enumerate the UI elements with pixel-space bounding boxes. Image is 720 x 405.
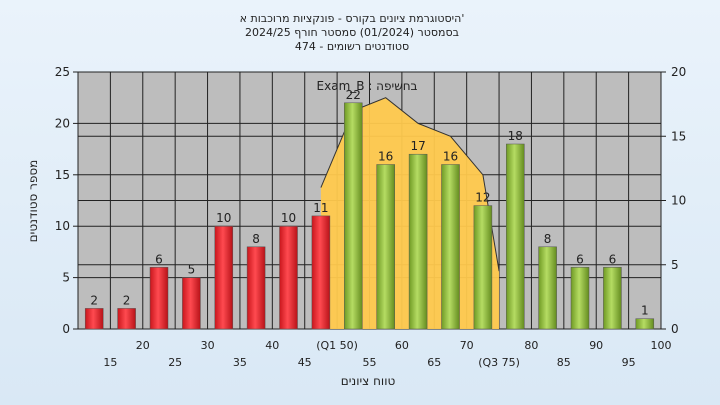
bar-value-label-75: 12: [475, 191, 490, 205]
bar-value-label-25: 6: [155, 252, 163, 266]
y2-tick-label: 5: [671, 258, 679, 272]
bar-value-label-80: 18: [508, 129, 523, 143]
x-tick-label: 40: [265, 339, 279, 352]
x-tick-label: 35: [233, 356, 247, 369]
bar-80: [506, 143, 525, 330]
bar-value-label-55: 22: [346, 88, 361, 102]
x-tick-label: 55: [363, 356, 377, 369]
x-tick-label: 45: [298, 356, 312, 369]
bar-50: [311, 215, 331, 330]
bar-60: [376, 164, 395, 330]
y-tick-label: 15: [55, 168, 70, 182]
bar-value-label-95: 6: [609, 252, 617, 266]
bar-value-label-45: 10: [281, 211, 296, 225]
x-tick-label: 30: [201, 339, 215, 352]
y2-tick-label: 15: [671, 129, 686, 143]
y2-tick-label: 0: [671, 322, 679, 336]
bar-value-label-70: 16: [443, 150, 458, 164]
y-tick-label: 5: [62, 271, 70, 285]
bar-value-label-60: 16: [378, 150, 393, 164]
x-tick-label: 65: [427, 356, 441, 369]
x-tick-label: (Q3 75): [478, 356, 520, 369]
bar-100: [635, 318, 655, 330]
x-tick-label: 90: [589, 339, 603, 352]
y-axis-label: מספר סטודנטים: [26, 160, 40, 243]
bar-85: [538, 246, 557, 330]
y-tick-label: 0: [62, 322, 70, 336]
bar-70: [441, 164, 460, 330]
x-tick-label: 95: [622, 356, 636, 369]
bar-value-label-50: 11: [313, 201, 328, 215]
y2-tick-label: 10: [671, 194, 686, 208]
x-tick-label: 60: [395, 339, 409, 352]
chart-title-line-1: היסטוגרמת ציונים בקורס - פונקציות מרוכבו…: [240, 12, 465, 25]
bar-value-label-65: 17: [410, 139, 425, 153]
x-tick-label: 25: [168, 356, 182, 369]
bar-30: [182, 277, 201, 330]
bar-35: [214, 225, 234, 330]
y-tick-label: 25: [55, 65, 70, 79]
x-axis-label: טווח ציונים: [341, 374, 396, 388]
bar-90: [570, 267, 590, 330]
bar-75: [473, 205, 493, 330]
curve-annotation: Exam_B : בחשיפה: [317, 79, 418, 93]
bar-55: [344, 102, 363, 330]
bar-40: [246, 246, 266, 330]
bar-value-label-85: 8: [544, 232, 552, 246]
bar-45: [279, 225, 298, 330]
x-tick-label: 15: [103, 356, 117, 369]
bar-95: [603, 267, 622, 330]
y-tick-label: 20: [55, 116, 70, 130]
bar-15: [84, 308, 104, 330]
x-tick-label: 70: [460, 339, 474, 352]
bar-value-label-90: 6: [576, 252, 584, 266]
bar-value-label-30: 5: [188, 263, 196, 277]
x-tick-label: (Q1 50): [316, 339, 358, 352]
bar-65: [408, 153, 428, 330]
bar-value-label-15: 2: [90, 293, 98, 307]
bar-value-label-40: 8: [252, 232, 260, 246]
y2-tick-label: 20: [671, 65, 686, 79]
x-tick-label: 85: [557, 356, 571, 369]
bar-value-label-35: 10: [216, 211, 231, 225]
x-tick-label: 20: [136, 339, 150, 352]
bar-20: [117, 308, 136, 330]
x-tick-label: 100: [651, 339, 672, 352]
chart-title-line-2: בסמסטר (01/2024) סמסטר חורף 2024/25: [245, 26, 459, 39]
y-tick-label: 10: [55, 219, 70, 233]
x-tick-label: 80: [524, 339, 538, 352]
bar-value-label-100: 1: [641, 304, 649, 318]
chart-title-line-3: סטודנטים רשומים - 474: [295, 40, 409, 53]
bar-value-label-20: 2: [123, 293, 131, 307]
bar-25: [149, 267, 169, 330]
